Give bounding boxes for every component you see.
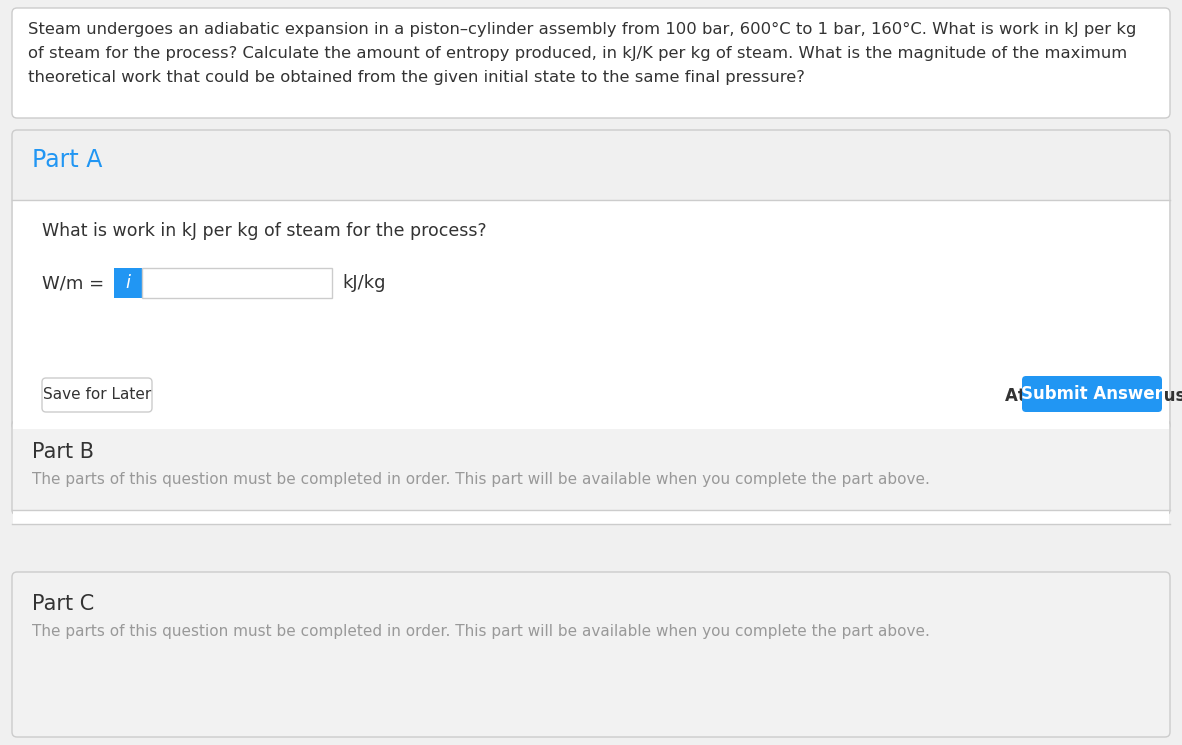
- Text: W/m =: W/m =: [43, 274, 104, 292]
- Text: What is work in kJ per kg of steam for the process?: What is work in kJ per kg of steam for t…: [43, 222, 487, 240]
- Text: Submit Answer: Submit Answer: [1021, 385, 1163, 403]
- Bar: [113, 268, 142, 298]
- Text: of steam for the process? Calculate the amount of entropy produced, in kJ/K per : of steam for the process? Calculate the …: [28, 46, 1128, 61]
- Text: theoretical work that could be obtained from the given initial state to the same: theoretical work that could be obtained …: [28, 70, 805, 85]
- Text: Part C: Part C: [32, 594, 95, 614]
- FancyBboxPatch shape: [12, 572, 1170, 737]
- FancyBboxPatch shape: [12, 420, 1170, 515]
- Text: Part A: Part A: [32, 148, 103, 172]
- Bar: [13, 200, 1169, 429]
- Bar: [142, 268, 332, 298]
- Text: Part B: Part B: [32, 442, 95, 462]
- Text: kJ/kg: kJ/kg: [342, 274, 385, 292]
- Text: The parts of this question must be completed in order. This part will be availab: The parts of this question must be compl…: [32, 472, 930, 487]
- Text: Save for Later: Save for Later: [43, 387, 151, 402]
- FancyBboxPatch shape: [43, 378, 152, 412]
- Text: The parts of this question must be completed in order. This part will be availab: The parts of this question must be compl…: [32, 624, 930, 639]
- Bar: [13, 510, 1169, 524]
- Text: Attempts: 0 of 1 used: Attempts: 0 of 1 used: [1005, 387, 1182, 405]
- FancyBboxPatch shape: [1022, 376, 1162, 412]
- FancyBboxPatch shape: [12, 8, 1170, 118]
- Text: i: i: [125, 274, 130, 292]
- Text: Steam undergoes an adiabatic expansion in a piston–cylinder assembly from 100 ba: Steam undergoes an adiabatic expansion i…: [28, 22, 1136, 37]
- FancyBboxPatch shape: [12, 130, 1170, 430]
